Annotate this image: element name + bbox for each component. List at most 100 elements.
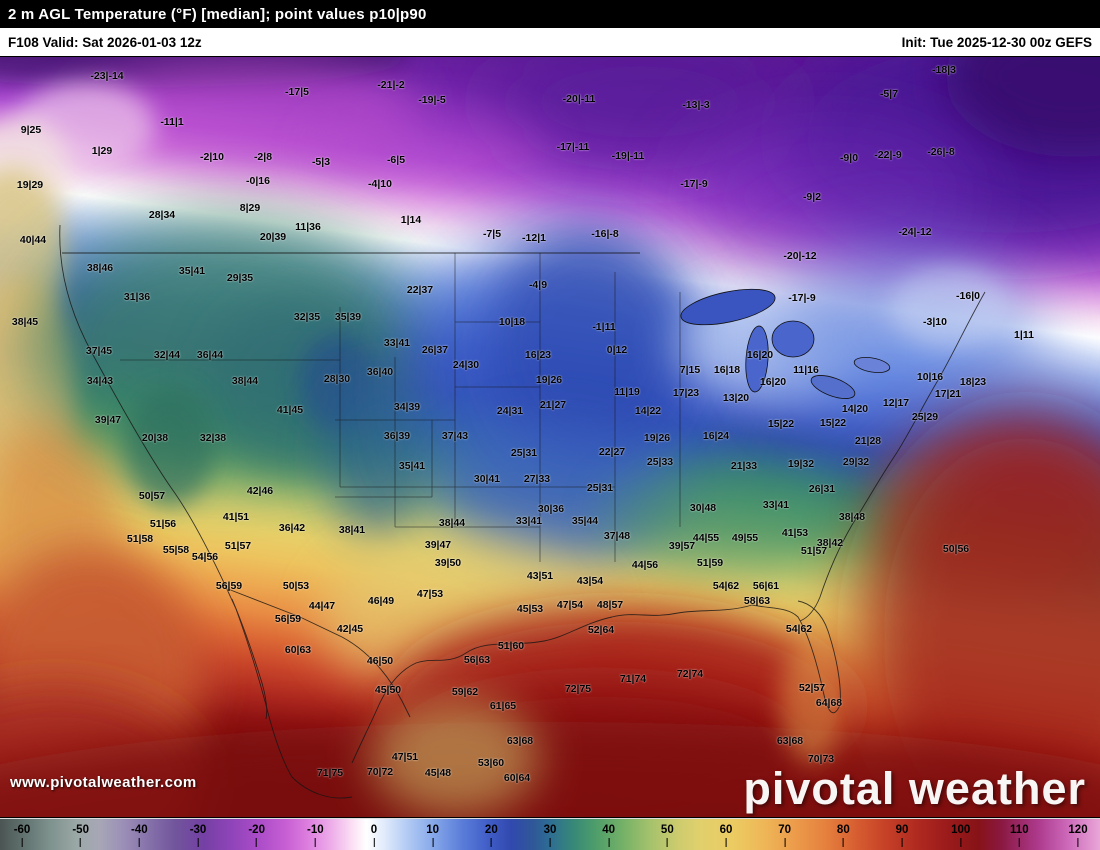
- point-value: -22|-9: [874, 148, 902, 161]
- point-value: 36|39: [383, 429, 411, 442]
- point-value: -13|-3: [682, 98, 710, 111]
- point-value: 21|28: [854, 434, 882, 447]
- point-value: -9|2: [802, 190, 822, 203]
- lake-huron: [771, 320, 815, 358]
- point-value: -4|10: [368, 177, 392, 190]
- point-value: 38|45: [11, 315, 39, 328]
- colorbar-tick: 0: [371, 824, 377, 847]
- watermark-url: www.pivotalweather.com: [10, 774, 197, 791]
- point-value: 72|74: [676, 667, 704, 680]
- valid-time-label: F108 Valid: Sat 2026-01-03 12z: [8, 34, 202, 50]
- point-value: 0|12: [606, 343, 628, 356]
- point-value: 25|33: [646, 455, 674, 468]
- point-value: 10|18: [498, 315, 526, 328]
- point-value: -23|-14: [90, 69, 124, 82]
- point-value: 45|53: [516, 602, 544, 615]
- colorbar-tick: -40: [131, 824, 148, 847]
- point-value: 71|75: [316, 766, 344, 779]
- point-value: 16|20: [759, 375, 787, 388]
- point-value: 56|63: [463, 653, 491, 666]
- point-value: -9|0: [839, 151, 859, 164]
- point-value: 30|41: [473, 472, 501, 485]
- map-area[interactable]: -23|-14 -17|5 -21|-2 -19|-5 -20|-11 -13|-3 -5|…: [0, 57, 1100, 817]
- point-value: 34|39: [393, 400, 421, 413]
- point-value: 54|56: [191, 550, 219, 563]
- point-value: -2|10: [200, 150, 224, 163]
- point-value: 51|59: [696, 556, 724, 569]
- point-value: 64|68: [815, 696, 843, 709]
- point-values-layer: -23|-14 -17|5 -21|-2 -19|-5 -20|-11 -13|-3 -5|…: [0, 57, 1100, 817]
- point-value: 37|43: [441, 429, 469, 442]
- point-value: 1|14: [400, 213, 422, 226]
- point-value: 70|73: [807, 752, 835, 765]
- point-value: 35|41: [178, 264, 206, 277]
- point-value: 60|64: [503, 771, 531, 784]
- point-value: 50|53: [282, 579, 310, 592]
- watermark-brand-logo: pivotal weather: [743, 763, 1086, 814]
- point-value: 41|51: [222, 510, 250, 523]
- point-value: 17|21: [934, 387, 962, 400]
- point-value: 10|16: [916, 370, 944, 383]
- point-value: 14|20: [841, 402, 869, 415]
- point-value: 55|58: [162, 543, 190, 556]
- colorbar-tick: -20: [248, 824, 265, 847]
- point-value: 1|29: [91, 144, 113, 157]
- temperature-shading-svg: [0, 57, 1100, 817]
- point-value: -21|-2: [377, 78, 405, 91]
- point-value: 15|22: [819, 416, 847, 429]
- colorbar-tick: 80: [837, 824, 850, 847]
- point-value: 59|62: [451, 685, 479, 698]
- point-value: 53|60: [477, 756, 505, 769]
- lake-erie: [810, 375, 856, 399]
- point-value: -19|-5: [418, 93, 446, 106]
- point-value: 26|31: [808, 482, 836, 495]
- point-value: 32|44: [153, 348, 181, 361]
- regional-shading-layer: [0, 57, 1100, 817]
- point-value: 24|30: [452, 358, 480, 371]
- point-value: 36|40: [366, 365, 394, 378]
- point-value: -2|8: [253, 150, 273, 163]
- point-value: 28|34: [148, 208, 176, 221]
- point-value: 39|57: [668, 539, 696, 552]
- point-value: 51|58: [126, 532, 154, 545]
- point-value: 20|39: [259, 230, 287, 243]
- border-layer: [59, 224, 986, 799]
- point-value: 29|35: [226, 271, 254, 284]
- point-value: 19|32: [787, 457, 815, 470]
- forecast-info-bar: F108 Valid: Sat 2026-01-03 12z Init: Tue…: [0, 28, 1100, 57]
- point-value: 34|43: [86, 374, 114, 387]
- point-value: 51|57: [224, 539, 252, 552]
- colorbar-tick: 50: [661, 824, 674, 847]
- point-value: 12|17: [882, 396, 910, 409]
- point-value: -6|5: [386, 153, 406, 166]
- point-value: 35|39: [334, 310, 362, 323]
- point-value: 16|18: [713, 363, 741, 376]
- colorbar-tick: 10: [426, 824, 439, 847]
- point-value: -19|-11: [611, 149, 645, 162]
- point-value: -0|16: [246, 174, 270, 187]
- point-value: 40|44: [19, 233, 47, 246]
- point-value: 25|31: [510, 446, 538, 459]
- point-value: 30|36: [537, 502, 565, 515]
- point-value: 63|68: [776, 734, 804, 747]
- point-value: 1|11: [1014, 328, 1034, 341]
- point-value: 58|63: [743, 594, 771, 607]
- point-value: 28|30: [323, 372, 351, 385]
- point-value: 16|23: [524, 348, 552, 361]
- point-value: 45|50: [374, 683, 402, 696]
- point-value: 32|35: [293, 310, 321, 323]
- point-value: -11|1: [160, 115, 184, 128]
- point-value: 20|38: [141, 431, 169, 444]
- title-bar: 2 m AGL Temperature (°F) [median]; point…: [0, 0, 1100, 28]
- point-value: 25|29: [911, 410, 939, 423]
- point-value: -17|-11: [556, 140, 590, 153]
- point-value: -16|0: [956, 289, 980, 302]
- colorbar-tick: -30: [190, 824, 207, 847]
- point-value: 44|55: [692, 531, 720, 544]
- point-value: 26|37: [421, 343, 449, 356]
- point-value: 11|19: [614, 385, 640, 398]
- colorbar-tick: 100: [951, 824, 970, 847]
- point-value: 47|51: [391, 750, 419, 763]
- point-value: 38|46: [86, 261, 114, 274]
- point-value: 36|44: [196, 348, 224, 361]
